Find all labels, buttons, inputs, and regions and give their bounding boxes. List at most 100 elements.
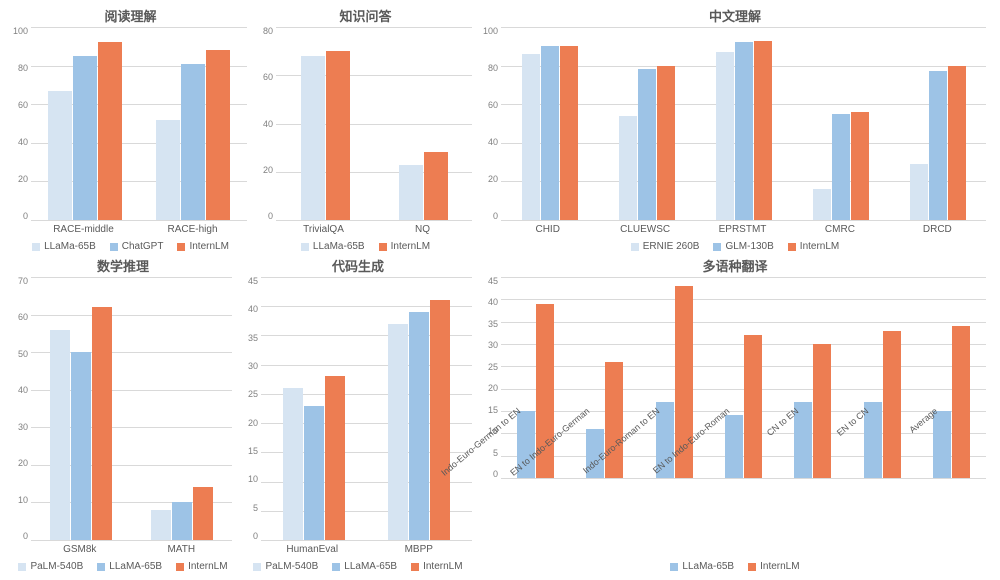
- x-tick-label: EN to Indo-Euro-German: [569, 479, 639, 558]
- bar-group: [917, 277, 986, 478]
- legend-item: InternLM: [411, 561, 462, 572]
- y-tick-label: 30: [248, 362, 258, 371]
- y-tick-label: 0: [23, 212, 28, 221]
- plot: [261, 277, 472, 541]
- bar: [560, 46, 578, 220]
- y-tick-label: 10: [18, 496, 28, 505]
- legend-label: InternLM: [760, 561, 799, 572]
- y-tick-label: 60: [488, 101, 498, 110]
- bar: [952, 326, 970, 478]
- y-tick-label: 0: [268, 212, 273, 221]
- y-axis: 100806040200: [480, 27, 501, 221]
- x-tick-label: RACE-high: [138, 221, 247, 235]
- x-tick-label: MBPP: [366, 541, 473, 555]
- chart-title: 数学推理: [8, 254, 238, 277]
- chart-math-reasoning: 数学推理 706050403020100 GSM8kMATH PaLM-540B…: [8, 254, 238, 574]
- y-axis: 706050403020100: [10, 277, 31, 541]
- y-axis: 454035302520151050: [480, 277, 501, 479]
- bar: [605, 362, 623, 478]
- chart-title: 代码生成: [238, 254, 478, 277]
- bar: [325, 376, 345, 540]
- legend-item: GLM-130B: [713, 241, 773, 252]
- legend-swatch-icon: [748, 563, 756, 571]
- chart-knowledge-qa: 知识问答 806040200 TrivialQANQ LLaMa-65BInte…: [253, 4, 478, 254]
- x-tick-label: HumanEval: [259, 541, 366, 555]
- y-tick-label: 0: [253, 532, 258, 541]
- plot-area: 100806040200: [478, 27, 992, 221]
- gridline: [276, 220, 472, 221]
- plot-area: 806040200: [253, 27, 478, 221]
- bar: [48, 91, 72, 220]
- bar: [73, 56, 97, 220]
- bar: [910, 164, 928, 220]
- bar: [430, 300, 450, 540]
- bar: [156, 120, 180, 220]
- legend-label: ChatGPT: [122, 241, 164, 252]
- bar: [301, 56, 325, 220]
- legend-item: LLaMA-65B: [97, 561, 162, 572]
- y-tick-label: 50: [18, 350, 28, 359]
- charts-row-top: 阅读理解 100806040200 RACE-middleRACE-high L…: [8, 4, 992, 254]
- bar-group: [261, 277, 367, 540]
- legend-swatch-icon: [18, 563, 26, 571]
- y-tick-label: 20: [18, 459, 28, 468]
- y-tick-label: 20: [18, 175, 28, 184]
- legend-label: PaLM-540B: [30, 561, 83, 572]
- legend-label: ERNIE 260B: [643, 241, 700, 252]
- bar: [619, 116, 637, 220]
- legend-item: InternLM: [379, 241, 430, 252]
- bar: [541, 46, 559, 220]
- legend-label: InternLM: [423, 561, 462, 572]
- legend-item: LLaMa-65B: [301, 241, 365, 252]
- plot-area: 454035302520151050: [238, 277, 478, 541]
- legend-swatch-icon: [97, 563, 105, 571]
- bar: [326, 51, 350, 220]
- x-axis: CHIDCLUEWSCEPRSTMTCMRCDRCD: [478, 221, 992, 235]
- legend-label: InternLM: [391, 241, 430, 252]
- bar: [50, 330, 70, 540]
- y-tick-label: 70: [18, 277, 28, 286]
- bar: [92, 307, 112, 540]
- y-tick-label: 40: [18, 138, 28, 147]
- x-tick-label: NQ: [373, 221, 472, 235]
- x-axis: GSM8kMATH: [8, 541, 238, 555]
- x-axis: Indo-Euro-German to ENEN to Indo-Euro-Ge…: [478, 479, 992, 555]
- y-tick-label: 5: [493, 449, 498, 458]
- legend-swatch-icon: [32, 243, 40, 251]
- y-tick-label: 30: [488, 341, 498, 350]
- legend-swatch-icon: [110, 243, 118, 251]
- legend-item: InternLM: [177, 241, 228, 252]
- legend-swatch-icon: [713, 243, 721, 251]
- bar: [304, 406, 324, 540]
- bar: [735, 42, 753, 220]
- legend-label: LLaMA-65B: [109, 561, 162, 572]
- bar-group: [31, 277, 132, 540]
- x-tick-label: TrivialQA: [274, 221, 373, 235]
- x-tick-label: Indo-Euro-German to EN: [499, 479, 569, 558]
- bar-group: [31, 27, 139, 220]
- y-tick-label: 100: [13, 27, 28, 36]
- legend: PaLM-540BLLaMA-65BInternLM: [8, 555, 238, 574]
- legend-item: LLaMa-65B: [670, 561, 734, 572]
- y-tick-label: 45: [248, 277, 258, 286]
- bar: [388, 324, 408, 540]
- chart-dashboard: { "palette": { "series_pale_blue": "#d6e…: [0, 0, 1000, 580]
- legend-swatch-icon: [332, 563, 340, 571]
- gridline: [501, 220, 986, 221]
- y-tick-label: 20: [248, 419, 258, 428]
- x-tick-label: CN to EN: [777, 479, 847, 558]
- y-tick-label: 60: [18, 101, 28, 110]
- bar: [206, 50, 230, 220]
- bar-group: [132, 277, 233, 540]
- x-tick-label: EN to Indo-Euro-Roman: [708, 479, 778, 558]
- legend-swatch-icon: [631, 243, 639, 251]
- chart-multilingual-translation: 多语种翻译 454035302520151050 Indo-Euro-Germa…: [478, 254, 992, 574]
- bar: [283, 388, 303, 540]
- legend-label: LLaMa-65B: [44, 241, 96, 252]
- legend-swatch-icon: [301, 243, 309, 251]
- legend-item: ERNIE 260B: [631, 241, 700, 252]
- y-tick-label: 20: [488, 175, 498, 184]
- legend-swatch-icon: [176, 563, 184, 571]
- x-tick-label: EN to CN: [847, 479, 917, 558]
- bar: [754, 41, 772, 220]
